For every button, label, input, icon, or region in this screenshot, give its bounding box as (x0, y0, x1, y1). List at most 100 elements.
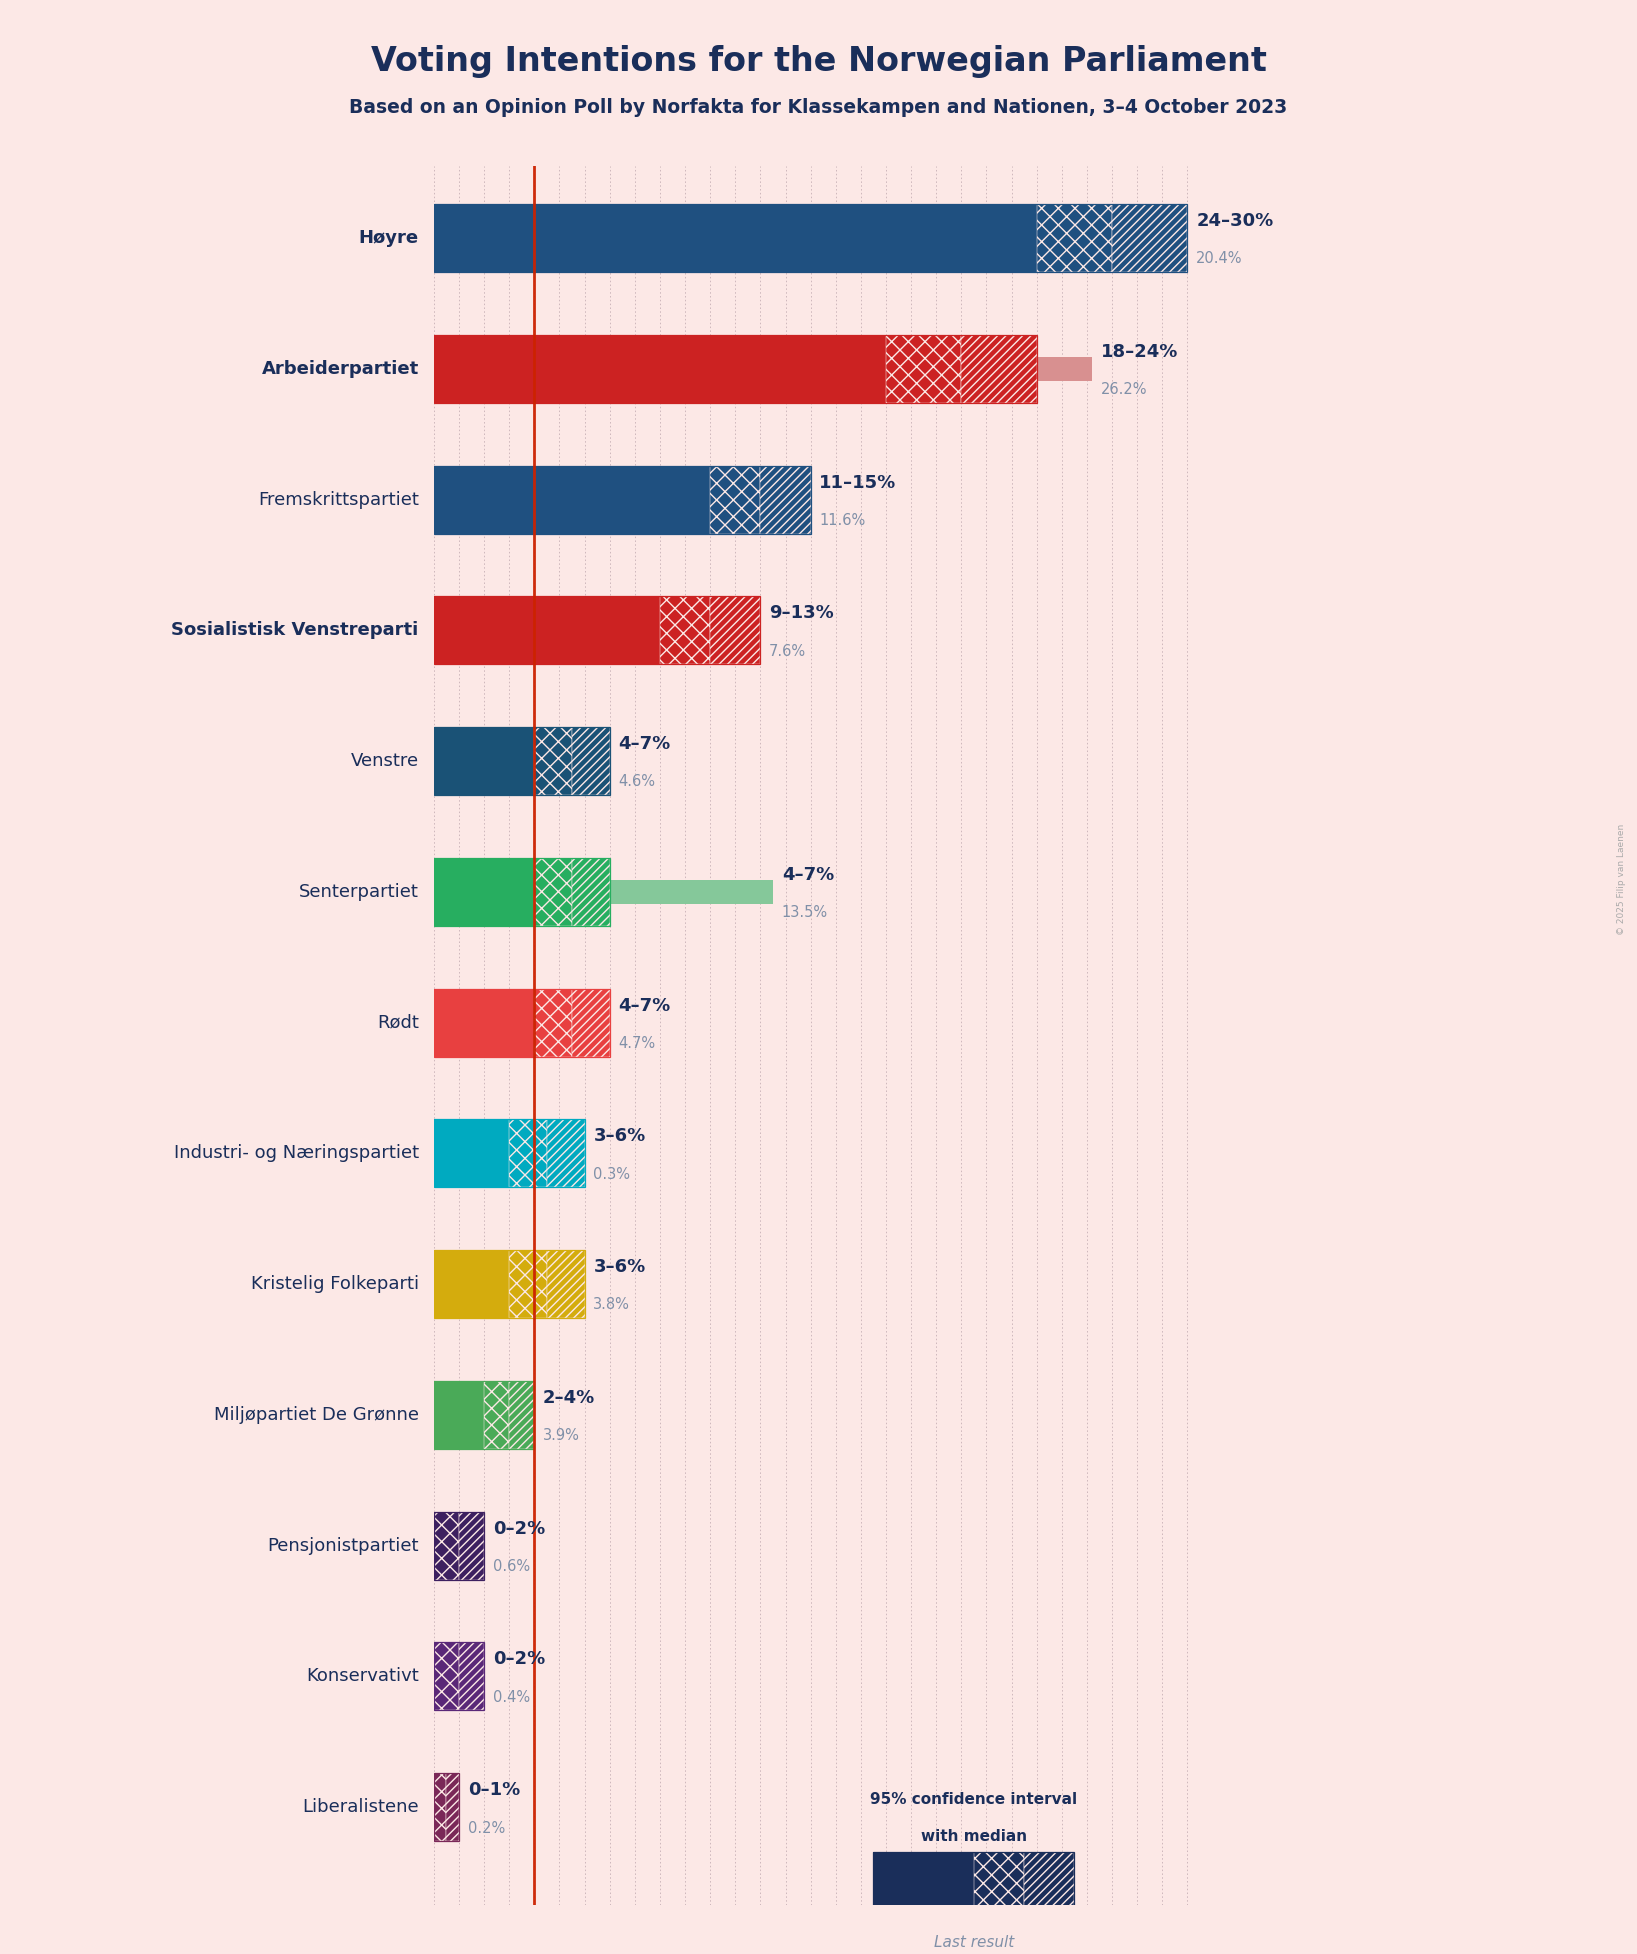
Bar (458, 1512, 485, 1579)
Bar (534, 989, 571, 1057)
Text: with median: with median (922, 1829, 1026, 1845)
Bar (434, 1403, 532, 1426)
Bar (434, 727, 534, 795)
Bar (974, 1852, 1025, 1907)
Bar (571, 858, 609, 926)
Text: 0.2%: 0.2% (468, 1821, 504, 1835)
Text: 0.6%: 0.6% (493, 1559, 530, 1575)
Text: Konservativt: Konservativt (306, 1667, 419, 1686)
Text: Industri- og Næringspartiet: Industri- og Næringspartiet (174, 1145, 419, 1163)
Bar (434, 1772, 458, 1841)
Bar (434, 596, 761, 664)
Text: 0–2%: 0–2% (493, 1651, 545, 1669)
Bar (509, 1120, 547, 1188)
Text: 3–6%: 3–6% (593, 1127, 645, 1145)
Text: 11–15%: 11–15% (820, 473, 897, 492)
Bar (434, 358, 1092, 381)
Bar (571, 727, 609, 795)
Text: Fremskrittspartiet: Fremskrittspartiet (259, 490, 419, 508)
Bar (434, 1251, 509, 1319)
Bar (434, 1120, 509, 1188)
Bar (874, 1852, 974, 1907)
Text: 4–7%: 4–7% (782, 866, 833, 883)
Bar (434, 334, 1036, 403)
Bar (434, 748, 550, 772)
Bar (961, 334, 1036, 403)
Bar (534, 858, 571, 926)
Bar (434, 1796, 439, 1819)
Text: 4.6%: 4.6% (619, 774, 655, 789)
Bar (434, 465, 710, 533)
Bar (434, 1772, 447, 1841)
Bar (434, 1665, 444, 1688)
Bar (761, 465, 810, 533)
Bar (434, 1512, 458, 1579)
Text: 0.3%: 0.3% (593, 1167, 630, 1182)
Text: 11.6%: 11.6% (820, 514, 866, 528)
Text: 9–13%: 9–13% (769, 604, 833, 621)
Bar (434, 619, 625, 643)
Text: 0.4%: 0.4% (493, 1690, 530, 1704)
Text: Last result: Last result (933, 1934, 1013, 1950)
Text: 3–6%: 3–6% (593, 1258, 645, 1276)
Bar (434, 596, 660, 664)
Text: 0–1%: 0–1% (468, 1782, 521, 1800)
Text: 20.4%: 20.4% (1197, 252, 1242, 266)
Bar (434, 465, 810, 533)
Text: 26.2%: 26.2% (1100, 383, 1148, 397)
Text: 3.9%: 3.9% (543, 1428, 579, 1444)
Text: 0–2%: 0–2% (493, 1520, 545, 1538)
Bar (434, 879, 773, 903)
Text: Venstre: Venstre (350, 752, 419, 770)
Bar (434, 1381, 534, 1448)
Bar (485, 1381, 509, 1448)
Text: 4–7%: 4–7% (619, 735, 671, 752)
Bar (547, 1120, 584, 1188)
Bar (434, 1512, 485, 1579)
Text: Based on an Opinion Poll by Norfakta for Klassekampen and Nationen, 3–4 October : Based on an Opinion Poll by Norfakta for… (349, 98, 1288, 117)
Text: Sosialistisk Venstreparti: Sosialistisk Venstreparti (172, 621, 419, 639)
Text: Miljøpartiet De Grønne: Miljøpartiet De Grønne (214, 1405, 419, 1424)
Bar (434, 1272, 529, 1296)
Bar (547, 1251, 584, 1319)
Bar (434, 227, 946, 250)
Bar (434, 989, 609, 1057)
Bar (434, 1120, 584, 1188)
Bar (571, 989, 609, 1057)
Text: 95% confidence interval: 95% confidence interval (871, 1792, 1077, 1807)
Text: 18–24%: 18–24% (1100, 342, 1179, 361)
Bar (434, 203, 1187, 272)
Bar (710, 596, 761, 664)
Text: Kristelig Folkeparti: Kristelig Folkeparti (250, 1276, 419, 1294)
Bar (509, 1251, 547, 1319)
Text: 3.8%: 3.8% (593, 1297, 630, 1313)
Bar (434, 989, 534, 1057)
Bar (874, 1907, 1074, 1927)
Bar (434, 727, 609, 795)
Bar (886, 334, 961, 403)
Bar (434, 1641, 485, 1710)
Bar (447, 1772, 458, 1841)
Bar (534, 727, 571, 795)
Bar (1025, 1852, 1074, 1907)
Text: Voting Intentions for the Norwegian Parliament: Voting Intentions for the Norwegian Parl… (370, 45, 1267, 78)
Bar (434, 1534, 449, 1557)
Text: Liberalistene: Liberalistene (303, 1798, 419, 1815)
Bar (874, 1852, 1074, 1907)
Bar (458, 1641, 485, 1710)
Text: Senterpartiet: Senterpartiet (300, 883, 419, 901)
Bar (434, 1381, 485, 1448)
Bar (434, 858, 534, 926)
Bar (509, 1381, 534, 1448)
Text: 2–4%: 2–4% (543, 1389, 596, 1407)
Bar (1112, 203, 1187, 272)
Text: Arbeiderpartiet: Arbeiderpartiet (262, 360, 419, 377)
Bar (434, 1010, 552, 1034)
Bar (434, 203, 1036, 272)
Bar (434, 1641, 458, 1710)
Bar (1036, 203, 1112, 272)
Text: 7.6%: 7.6% (769, 643, 807, 658)
Bar (434, 334, 886, 403)
Text: Rødt: Rødt (377, 1014, 419, 1032)
Text: Pensjonistpartiet: Pensjonistpartiet (267, 1536, 419, 1555)
